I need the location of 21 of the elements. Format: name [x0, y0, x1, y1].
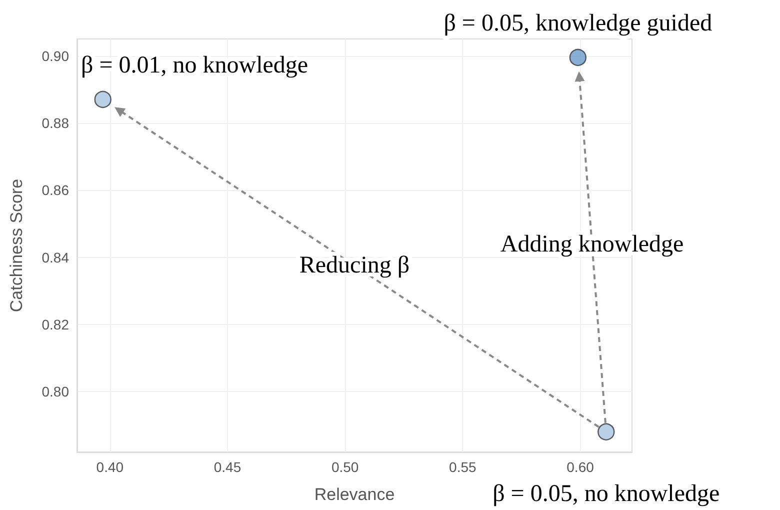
- point: [94, 90, 112, 108]
- point: [598, 423, 615, 440]
- y-axis-title: Catchiness Score: [7, 178, 26, 312]
- point: [569, 48, 587, 66]
- x-tick-label: 0.45: [214, 459, 242, 475]
- x-tick-label: 0.40: [96, 459, 124, 475]
- x-tick-label: 0.55: [449, 459, 477, 475]
- y-tick-label: 0.90: [42, 48, 70, 64]
- x-tick-label: 0.60: [566, 459, 594, 475]
- annotation: Reducing β: [299, 252, 410, 279]
- x-axis-title: Relevance: [314, 485, 395, 504]
- annotation: β = 0.05, no knowledge: [492, 480, 720, 507]
- y-tick-label: 0.82: [42, 316, 70, 332]
- annotation: β = 0.01, no knowledge: [81, 52, 308, 78]
- y-tick-label: 0.80: [42, 384, 70, 400]
- annotation: β = 0.05, knowledge guided: [444, 10, 712, 36]
- annotation: Adding knowledge: [500, 232, 684, 258]
- y-tick-label: 0.86: [42, 182, 70, 198]
- y-tick-label: 0.88: [42, 114, 70, 131]
- y-tick-label: 0.84: [42, 249, 70, 266]
- x-tick-label: 0.50: [331, 459, 359, 475]
